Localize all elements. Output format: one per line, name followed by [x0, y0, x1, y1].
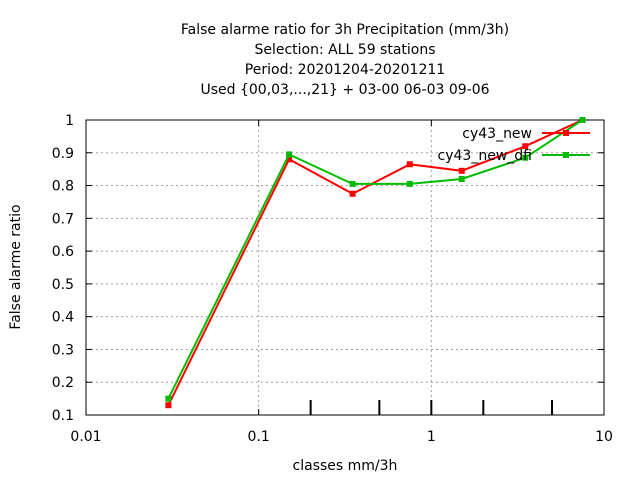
- legend-swatch-marker: [563, 152, 569, 158]
- y-tick-label: 0.1: [52, 408, 74, 424]
- y-tick-label: 0.5: [52, 277, 74, 293]
- title-line-4: Used {00,03,...,21} + 03-00 06-03 09-06: [200, 82, 489, 98]
- grid: [86, 120, 604, 415]
- plot-frame: [85, 119, 605, 416]
- data-point: [165, 395, 172, 402]
- data-point: [286, 151, 293, 158]
- y-tick-label: 1: [65, 113, 74, 129]
- y-tick-label: 0.7: [52, 211, 74, 227]
- data-point: [165, 402, 172, 409]
- x-tick-label: 10: [595, 429, 613, 445]
- data-point: [406, 180, 413, 187]
- series-cy43_new_dfi: [165, 117, 586, 402]
- legend-label: cy43_new: [462, 126, 532, 142]
- y-tick-label: 0.2: [52, 375, 74, 391]
- y-axis-label: False alarme ratio: [8, 204, 24, 329]
- data-point: [406, 161, 413, 168]
- data-point: [458, 167, 465, 174]
- y-tick-label: 0.8: [52, 179, 74, 195]
- axes: [85, 119, 605, 416]
- data-point: [349, 180, 356, 187]
- title-line-3: Period: 20201204-20201211: [245, 62, 445, 78]
- data-point: [286, 156, 293, 163]
- data-point: [522, 143, 529, 150]
- title-line-1: False alarme ratio for 3h Precipitation …: [181, 22, 509, 38]
- y-tick-label: 0.3: [52, 342, 74, 358]
- legend-swatch-marker: [563, 130, 569, 136]
- legend: cy43_new cy43_new_dfi: [438, 126, 590, 164]
- legend-label: cy43_new_dfi: [438, 148, 532, 164]
- data-point: [579, 117, 586, 123]
- y-tick-label: 0.6: [52, 244, 74, 260]
- chart-title: False alarme ratio for 3h Precipitation …: [181, 22, 509, 98]
- ticks: 0.1 0.2 0.3 0.4 0.5 0.6 0.7 0.8 0.9 1 0.01 0.1 1 10: [52, 113, 613, 445]
- title-line-2: Selection: ALL 59 stations: [254, 42, 435, 58]
- x-tick-label: 0.01: [70, 429, 101, 445]
- x-tick-label: 1: [427, 429, 436, 445]
- data-point: [458, 176, 465, 182]
- y-tick-label: 0.9: [52, 146, 74, 162]
- series-layer: [165, 117, 586, 409]
- y-tick-label: 0.4: [52, 310, 74, 326]
- x-tick-label: 0.1: [248, 429, 270, 445]
- data-point: [349, 190, 356, 197]
- x-axis-label: classes mm/3h: [293, 458, 398, 474]
- data-point: [522, 154, 529, 161]
